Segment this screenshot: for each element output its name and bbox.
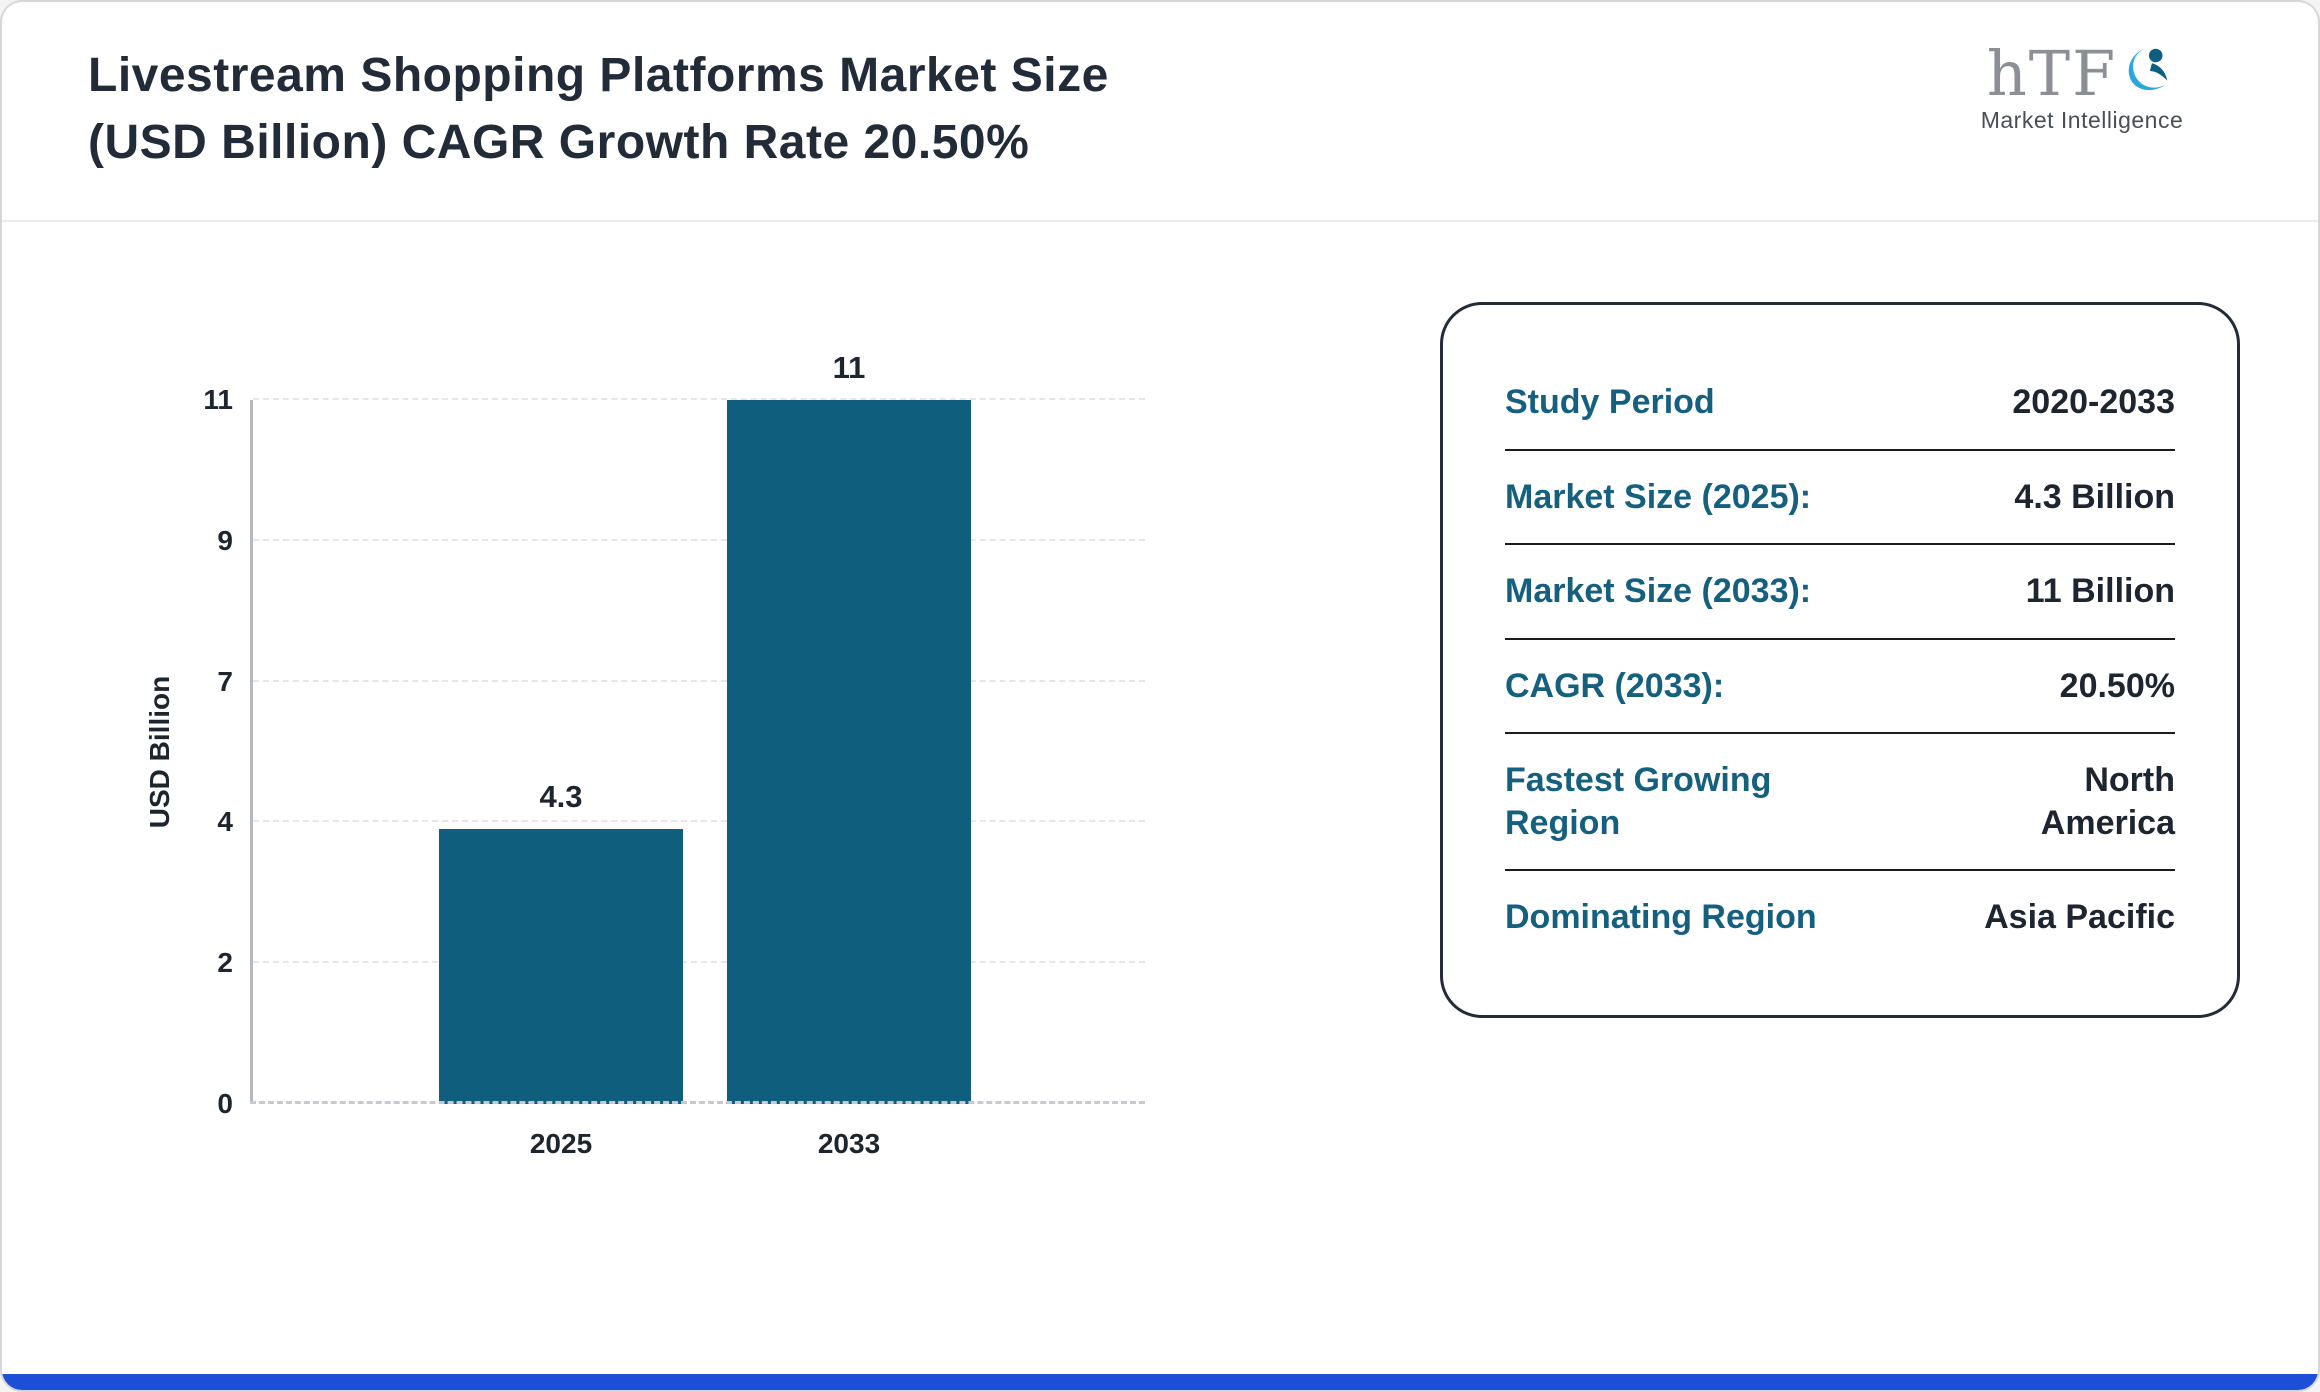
y-axis-label: USD Billion — [144, 675, 175, 829]
y-tick-label: 9 — [217, 524, 233, 556]
summary-row-dominating-region: Dominating Region Asia Pacific — [1505, 871, 2175, 964]
bar-value-label: 11 — [832, 350, 866, 385]
footer-accent-bar — [2, 1374, 2318, 1390]
bar-2025 — [439, 828, 683, 1104]
header-divider — [2, 220, 2318, 222]
summary-row-value: Asia Pacific — [1984, 898, 2175, 937]
summary-row-market-size-2025: Market Size (2025): 4.3 Billion — [1505, 451, 2175, 546]
header: Livestream Shopping Platforms Market Siz… — [88, 42, 2232, 176]
summary-row-cagr: CAGR (2033): 20.50% — [1505, 640, 2175, 735]
summary-row-value: 4.3 Billion — [2014, 477, 2175, 516]
gridline — [253, 398, 1145, 400]
y-tick-label: 2 — [217, 947, 233, 979]
summary-row-label: Dominating Region — [1505, 898, 1817, 937]
summary-row-value: 20.50% — [2059, 666, 2175, 705]
summary-row-study-period: Study Period 2020-2033 — [1505, 356, 2175, 451]
summary-row-label: Market Size (2033): — [1505, 572, 1812, 611]
summary-row-fastest-growing-region: Fastest Growing Region North America — [1505, 734, 2175, 872]
x-tick-label: 2033 — [817, 1128, 881, 1159]
y-tick-label: 11 — [203, 384, 233, 415]
htf-logo-subtext: Market Intelligence — [1980, 107, 2184, 133]
page-title: Livestream Shopping Platforms Market Siz… — [88, 42, 2232, 176]
htf-logo: hTF Market Intelligence — [1932, 42, 2232, 134]
x-tick-label: 2025 — [529, 1128, 593, 1159]
summary-card: Study Period 2020-2033 Market Size (2025… — [1440, 302, 2240, 1018]
logo-swoosh-icon — [2119, 42, 2177, 105]
bar-value-label: 4.3 — [539, 778, 583, 814]
gridline — [253, 538, 1145, 541]
bar-chart-plot: 0 2 4 7 9 11 4.3 11 2025 2033 — [203, 350, 1145, 1159]
gridline — [253, 820, 1145, 823]
y-tick-label: 0 — [217, 1088, 233, 1119]
bar-2033 — [727, 400, 971, 1104]
htf-logo-text: hTF — [1986, 37, 2118, 110]
summary-row-label: Study Period — [1505, 383, 1715, 422]
x-axis-baseline — [250, 1101, 1145, 1104]
summary-row-label: CAGR (2033): — [1505, 666, 1725, 705]
summary-row-value: 2020-2033 — [2012, 383, 2175, 422]
gridline — [253, 961, 1145, 964]
y-tick-label: 4 — [217, 806, 233, 838]
y-tick-label: 7 — [217, 665, 233, 697]
page-title-line1: Livestream Shopping Platforms Market Siz… — [88, 49, 1109, 102]
htf-logo-mark: hTF — [1932, 42, 2232, 105]
summary-row-market-size-2033: Market Size (2033): 11 Billion — [1505, 545, 2175, 640]
summary-row-label: Market Size (2025): — [1505, 477, 1812, 516]
page-title-line2: (USD Billion) CAGR Growth Rate 20.50% — [88, 116, 1030, 170]
summary-row-value: 11 Billion — [2025, 572, 2175, 611]
summary-row-label: Fastest Growing Region — [1505, 761, 1772, 842]
gridline — [253, 679, 1145, 682]
summary-row-value: North America — [2040, 761, 2175, 842]
